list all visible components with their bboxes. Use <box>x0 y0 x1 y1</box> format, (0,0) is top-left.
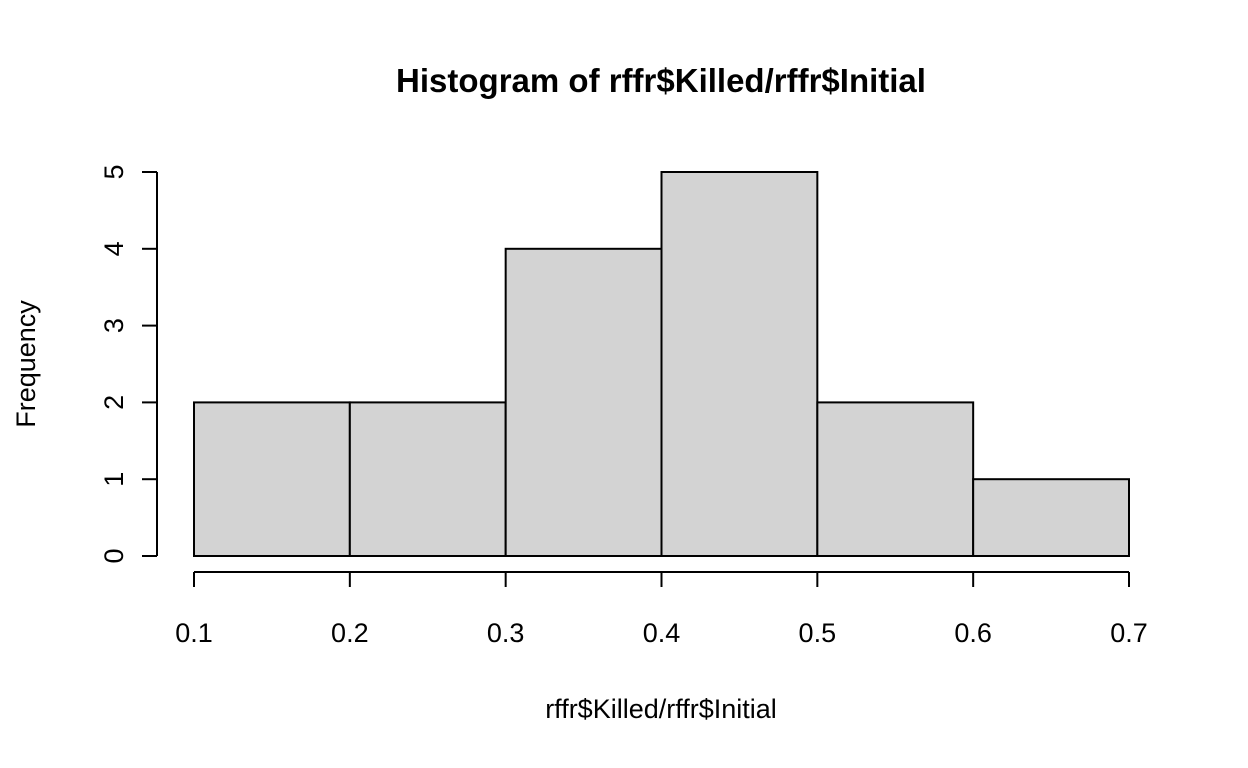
histogram-bar-4 <box>660 171 819 557</box>
histogram-bar-3 <box>504 247 663 558</box>
x-tick-label: 0.4 <box>643 618 681 648</box>
y-tick-label: 5 <box>99 164 129 179</box>
histogram-bar-6 <box>972 478 1131 558</box>
histogram-bars <box>193 171 1131 558</box>
y-tick-label: 4 <box>99 241 129 256</box>
histogram-bar-1 <box>193 401 351 557</box>
x-tick-label: 0.7 <box>1110 618 1148 648</box>
x-tick-label: 0.6 <box>954 618 992 648</box>
x-tick-label: 0.5 <box>799 618 837 648</box>
y-tick-label: 1 <box>99 472 129 487</box>
x-tick-label: 0.2 <box>331 618 369 648</box>
y-tick-label: 0 <box>99 548 129 563</box>
x-axis-label: rffr$Killed/rffr$Initial <box>545 694 777 724</box>
histogram-bar-2 <box>348 401 507 557</box>
y-tick-label: 3 <box>99 318 129 333</box>
x-tick-label: 0.1 <box>175 618 213 648</box>
y-tick-label: 2 <box>99 395 129 410</box>
histogram-bar-5 <box>816 401 975 557</box>
x-tick-label: 0.3 <box>487 618 525 648</box>
x-axis: 0.1 0.2 0.3 0.4 0.5 0.6 0.7 <box>175 571 1148 648</box>
y-axis-label: Frequency <box>11 300 41 428</box>
chart-title: Histogram of rffr$Killed/rffr$Initial <box>396 62 926 99</box>
y-axis: 0 1 2 3 4 5 <box>99 164 158 564</box>
